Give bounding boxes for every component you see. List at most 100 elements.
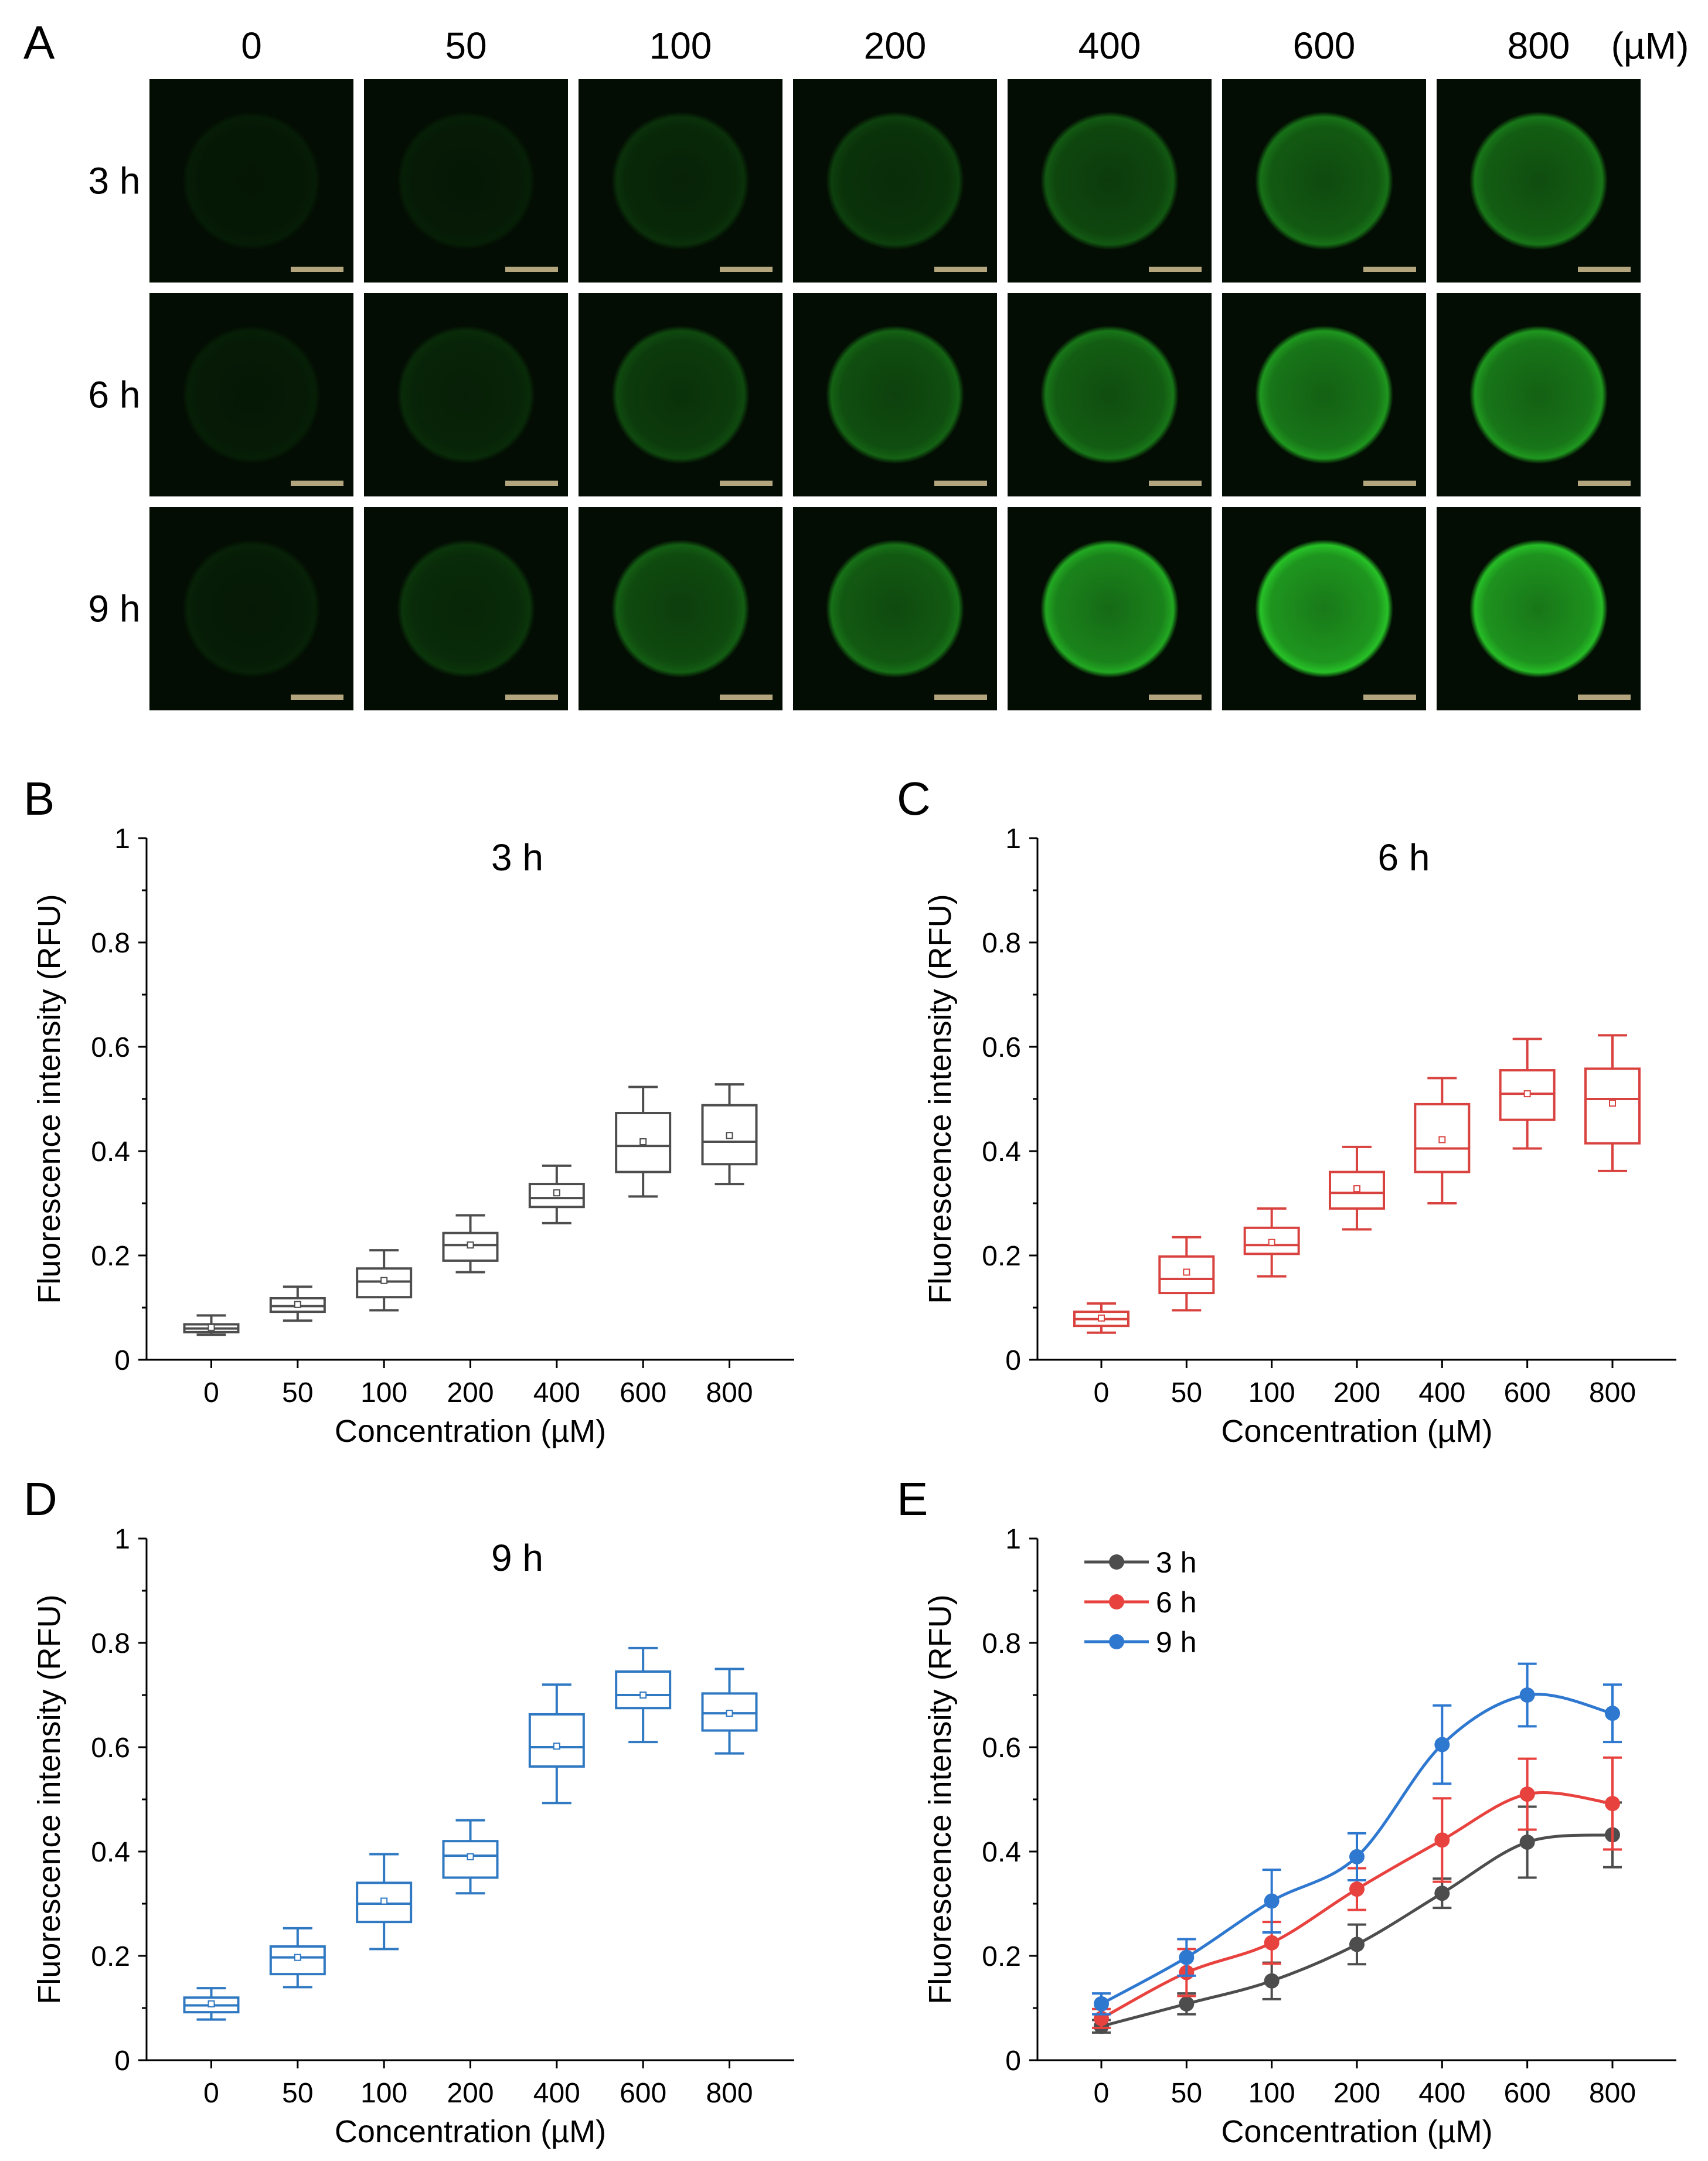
x-tick-label-50: 50 xyxy=(1171,1377,1202,1408)
mean-marker xyxy=(207,1323,215,1331)
mean-marker xyxy=(553,1189,560,1197)
mean-marker xyxy=(1438,1136,1446,1144)
data-point xyxy=(1434,1886,1450,1901)
concentration-unit: (µM) xyxy=(1611,25,1689,67)
legend-label: 9 h xyxy=(1156,1626,1197,1659)
concentration-header-200: 200 xyxy=(864,25,927,67)
legend-entry-9h: 9 h xyxy=(1084,1626,1197,1659)
y-tick-label: 0 xyxy=(114,2046,130,2077)
mean-marker xyxy=(207,2000,215,2007)
scale-bar xyxy=(291,267,343,272)
mean-marker xyxy=(467,1853,474,1860)
y-tick-label: 0 xyxy=(1005,1345,1021,1376)
box-800 xyxy=(1584,1034,1641,1172)
mean-marker xyxy=(1183,1268,1190,1276)
y-tick-label: 0.8 xyxy=(91,928,130,959)
mean-marker xyxy=(639,1138,647,1145)
data-point xyxy=(1349,1937,1365,1952)
protoplast-cell xyxy=(1255,539,1393,678)
x-tick-label-50: 50 xyxy=(1171,2078,1202,2109)
box-0 xyxy=(1073,1302,1129,1334)
protoplast-cell xyxy=(1040,325,1179,464)
chart-C: C 0 0.2 0.4 0.6 0.8 1 0 50 100 200 400 600 800 Concent… xyxy=(897,772,1676,1449)
scale-bar xyxy=(1578,481,1631,486)
data-point xyxy=(1349,1881,1365,1897)
time-row-label-9h: 9 h xyxy=(89,588,141,630)
scale-bar xyxy=(934,481,987,486)
box-0 xyxy=(183,1314,240,1336)
data-point xyxy=(1094,1996,1109,2012)
x-axis-title: Concentration (µM) xyxy=(1221,2114,1492,2149)
mean-marker xyxy=(294,1301,301,1308)
box-100 xyxy=(1243,1207,1300,1278)
y-tick-label: 0 xyxy=(114,1345,130,1376)
data-point xyxy=(1264,1935,1280,1951)
scale-bar xyxy=(720,267,773,272)
y-tick-label: 1 xyxy=(1005,1524,1021,1555)
legend-entry-3h: 3 h xyxy=(1084,1546,1197,1579)
time-row-label-3h: 3 h xyxy=(89,160,141,202)
mean-marker xyxy=(294,1954,301,1961)
x-axis-title: Concentration (µM) xyxy=(335,2114,606,2149)
y-tick-label: 0.6 xyxy=(982,1733,1021,1764)
x-tick-label-800: 800 xyxy=(1589,2078,1636,2109)
data-point xyxy=(1179,1996,1195,2012)
box-50 xyxy=(269,1285,326,1322)
scale-bar xyxy=(720,481,773,486)
box-400 xyxy=(528,1164,585,1224)
x-tick-label-400: 400 xyxy=(1418,2078,1465,2109)
protoplast-cell xyxy=(611,111,750,250)
panel-label-C: C xyxy=(897,772,931,825)
data-point xyxy=(1349,1849,1365,1864)
chart-title: 6 h xyxy=(1378,836,1430,879)
scale-bar xyxy=(505,695,558,700)
legend-entry-6h: 6 h xyxy=(1084,1586,1197,1619)
x-tick-label-800: 800 xyxy=(706,1377,753,1408)
y-axis-title: Fluorescence intensity (RFU) xyxy=(923,1594,958,2004)
x-tick-label-800: 800 xyxy=(706,2078,753,2109)
scale-bar xyxy=(505,267,558,272)
concentration-header-400: 400 xyxy=(1078,25,1141,67)
x-tick-label-100: 100 xyxy=(360,1377,407,1408)
concentration-header-0: 0 xyxy=(241,25,262,67)
protoplast-cell xyxy=(397,111,535,250)
y-tick-label: 0.2 xyxy=(982,1241,1021,1272)
scale-bar xyxy=(934,267,987,272)
x-tick-label-200: 200 xyxy=(1333,1377,1380,1408)
scale-bar xyxy=(1149,695,1202,700)
panel-label-D: D xyxy=(23,1473,57,1525)
protoplast-cell xyxy=(182,539,321,678)
x-tick-label-600: 600 xyxy=(620,1377,666,1408)
panel-label-B: B xyxy=(23,772,55,825)
mean-marker xyxy=(1609,1100,1616,1107)
protoplast-cell xyxy=(611,325,750,464)
data-point xyxy=(1179,1949,1195,1965)
protoplast-cell xyxy=(397,539,535,678)
legend-marker xyxy=(1109,1554,1124,1570)
concentration-header-100: 100 xyxy=(649,25,712,67)
protoplast-cell xyxy=(397,325,535,464)
x-tick-label-200: 200 xyxy=(447,1377,494,1408)
box-50 xyxy=(269,1927,326,1989)
protoplast-cell xyxy=(611,539,750,678)
scale-bar xyxy=(1578,695,1631,700)
y-tick-label: 0.2 xyxy=(982,1941,1021,1972)
x-tick-label-600: 600 xyxy=(1504,2078,1551,2109)
x-tick-label-200: 200 xyxy=(447,2078,494,2109)
y-tick-label: 1 xyxy=(1005,823,1021,855)
charts: B00.20.40.60.810 50 100 200 400 600 800Concent… xyxy=(23,772,1676,2149)
y-tick-label: 0.8 xyxy=(91,1628,130,1659)
protoplast-cell xyxy=(1469,111,1608,250)
box-200 xyxy=(442,1819,499,1895)
data-point xyxy=(1605,1706,1620,1721)
box-400 xyxy=(1414,1077,1471,1204)
series-3h xyxy=(1092,1801,1622,2034)
time-row-label-6h: 6 h xyxy=(89,374,141,416)
y-tick-label: 0.6 xyxy=(91,1733,130,1764)
y-tick-label: 0.8 xyxy=(982,928,1021,959)
scale-bar xyxy=(1149,481,1202,486)
mean-marker xyxy=(380,1897,388,1905)
mean-marker xyxy=(1098,1314,1105,1322)
x-tick-label-600: 600 xyxy=(620,2078,666,2109)
x-tick-label-100: 100 xyxy=(360,2078,407,2109)
